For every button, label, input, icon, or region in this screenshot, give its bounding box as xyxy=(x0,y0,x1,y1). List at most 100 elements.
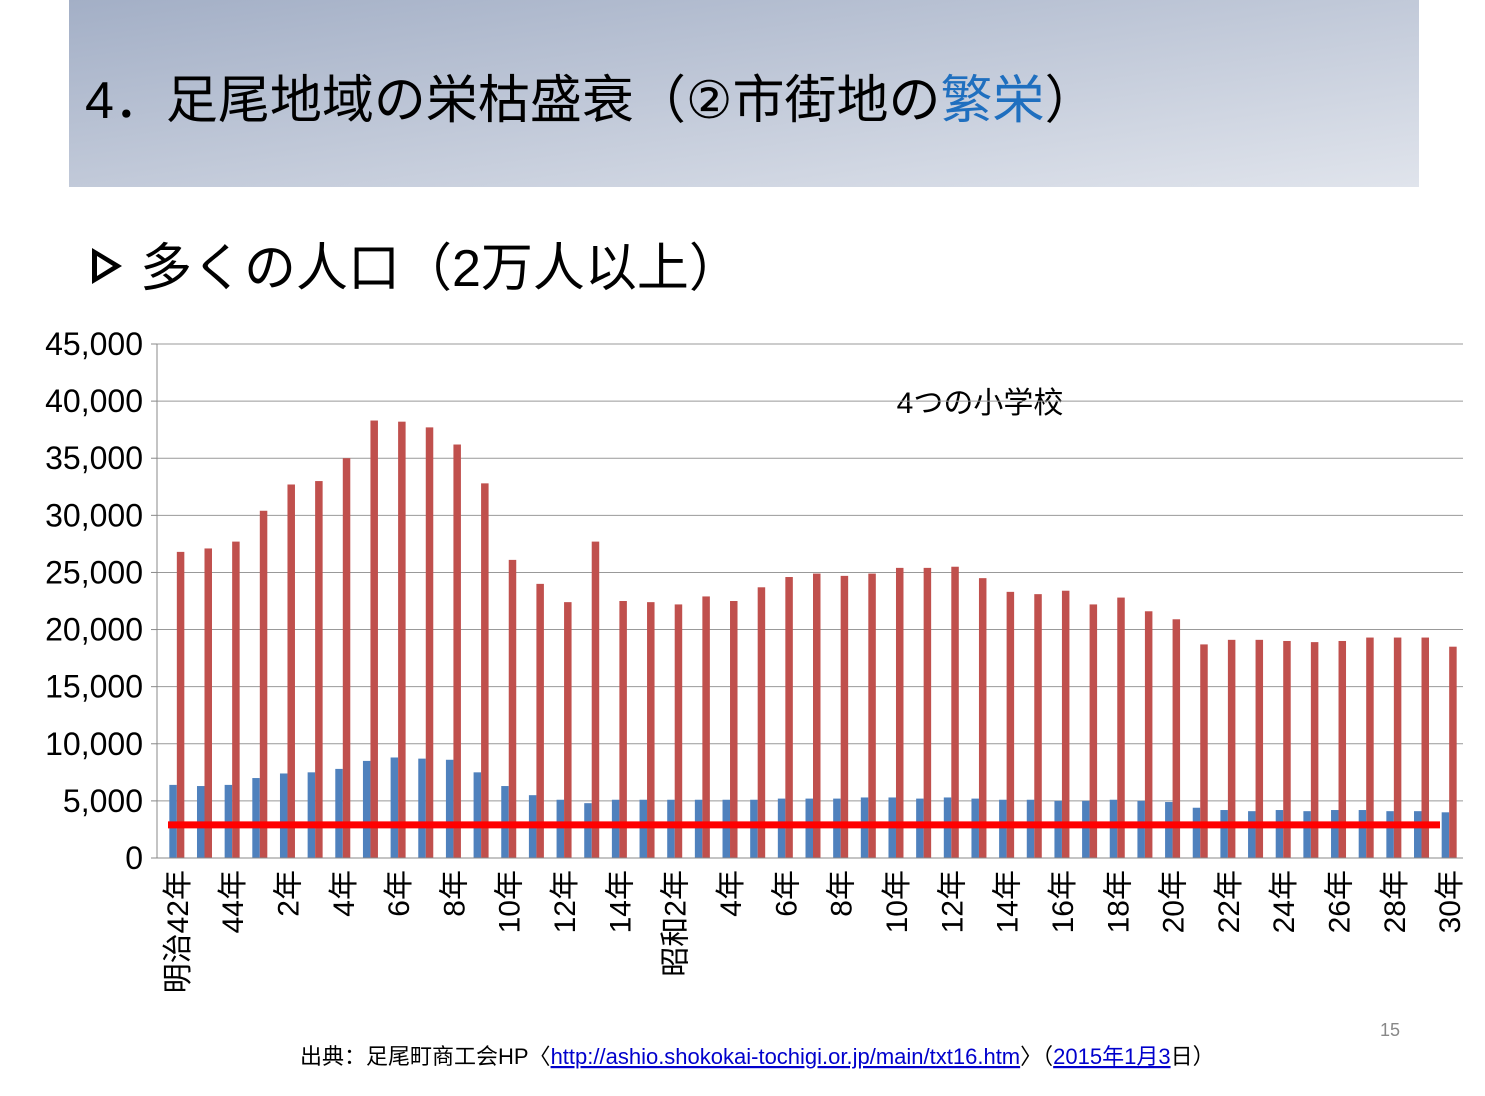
x-tick-label: 4年 xyxy=(715,870,748,917)
bar xyxy=(694,799,703,858)
bar xyxy=(1082,800,1090,858)
bar xyxy=(750,799,758,858)
x-tick-label: 12年 xyxy=(936,870,969,933)
page-number: 15 xyxy=(1380,1020,1400,1040)
x-tick-label: 14年 xyxy=(604,870,637,933)
bar xyxy=(1137,800,1145,858)
bullet-text: 多くの人口（2万人以上） xyxy=(140,240,741,298)
bar xyxy=(307,772,316,858)
x-tick-label: 10年 xyxy=(494,870,527,933)
bar xyxy=(453,444,461,858)
y-tick-label: 0 xyxy=(125,840,143,876)
bar xyxy=(1393,637,1402,858)
bar xyxy=(1303,811,1311,858)
bar xyxy=(1109,799,1118,858)
bar xyxy=(1248,811,1256,858)
bar xyxy=(868,573,876,858)
bar xyxy=(1421,637,1430,858)
bar xyxy=(1441,812,1450,858)
bar xyxy=(1172,619,1181,858)
bar xyxy=(536,583,544,858)
bar xyxy=(619,601,627,858)
bar xyxy=(1358,810,1367,858)
bar xyxy=(473,772,482,858)
source-middle: 〉（ xyxy=(1020,1044,1053,1069)
bar xyxy=(445,759,454,858)
title-part: 繁栄 xyxy=(941,72,1045,130)
bar xyxy=(667,799,675,858)
bar xyxy=(1026,799,1035,858)
x-tick-label: 6年 xyxy=(770,870,803,917)
bar xyxy=(647,602,655,858)
title-part: 4．足尾地域の栄枯盛衰（②市街地の xyxy=(85,72,941,130)
bar xyxy=(951,566,959,858)
bar xyxy=(564,602,572,858)
bar xyxy=(923,567,932,858)
x-tick-label: 8年 xyxy=(438,870,471,917)
x-tick-label: 12年 xyxy=(549,870,582,933)
y-tick-label: 35,000 xyxy=(45,440,143,476)
bar xyxy=(1054,800,1062,858)
y-tick-label: 5,000 xyxy=(63,783,143,819)
x-tick-label: 8年 xyxy=(826,870,859,917)
bar xyxy=(362,760,371,858)
bar xyxy=(390,757,399,858)
bar xyxy=(1220,810,1228,858)
x-tick-label: 22年 xyxy=(1213,870,1246,933)
bar xyxy=(1283,640,1291,858)
x-tick-label: 昭和2年 xyxy=(660,870,693,977)
bar xyxy=(1200,644,1208,858)
bar xyxy=(1227,639,1236,858)
bar xyxy=(1414,811,1422,858)
bar xyxy=(1386,811,1394,858)
bar xyxy=(1117,597,1125,858)
bar xyxy=(204,548,212,858)
bar xyxy=(1338,640,1347,858)
source-suffix: 日） xyxy=(1171,1044,1215,1069)
x-tick-label: 24年 xyxy=(1268,870,1301,933)
bar xyxy=(639,799,648,858)
bar xyxy=(425,427,434,858)
bar xyxy=(398,421,406,858)
bar xyxy=(591,541,600,858)
bar xyxy=(1331,810,1339,858)
bar xyxy=(1449,646,1457,858)
bar xyxy=(785,577,793,858)
bar xyxy=(840,575,849,858)
bar xyxy=(287,484,295,858)
x-tick-label: 6年 xyxy=(383,870,416,917)
x-tick-label: 20年 xyxy=(1158,870,1191,933)
bar xyxy=(1255,639,1264,858)
bar xyxy=(1275,810,1284,858)
x-tick-label: 18年 xyxy=(1102,870,1135,933)
bar xyxy=(252,778,260,858)
y-tick-label: 20,000 xyxy=(45,612,143,648)
bar xyxy=(730,601,738,858)
x-tick-label: 10年 xyxy=(881,870,914,933)
bar xyxy=(1165,802,1173,858)
slide-title: 4．足尾地域の栄枯盛衰（②市街地の繁栄） xyxy=(85,72,1097,130)
bar xyxy=(1366,637,1374,858)
source-prefix: 出典：足尾町商工会HP〈 xyxy=(300,1044,551,1069)
bar xyxy=(556,799,565,858)
bar xyxy=(722,799,731,858)
bar xyxy=(1192,807,1201,858)
bar xyxy=(584,803,592,858)
bar xyxy=(342,458,351,858)
y-tick-label: 30,000 xyxy=(45,497,143,533)
bar xyxy=(315,481,323,858)
bar xyxy=(481,483,489,858)
bar xyxy=(335,768,343,858)
bar xyxy=(176,551,185,858)
source: 出典：足尾町商工会HP〈http://ashio.shokokai-tochig… xyxy=(300,1044,1215,1069)
bar xyxy=(1089,604,1098,858)
bar xyxy=(1310,642,1319,858)
bar xyxy=(279,773,288,858)
bar xyxy=(674,604,683,858)
bar xyxy=(895,567,904,858)
bar xyxy=(978,578,987,858)
source-link[interactable]: http://ashio.shokokai-tochigi.or.jp/main… xyxy=(551,1044,1021,1069)
y-tick-label: 45,000 xyxy=(45,326,143,362)
